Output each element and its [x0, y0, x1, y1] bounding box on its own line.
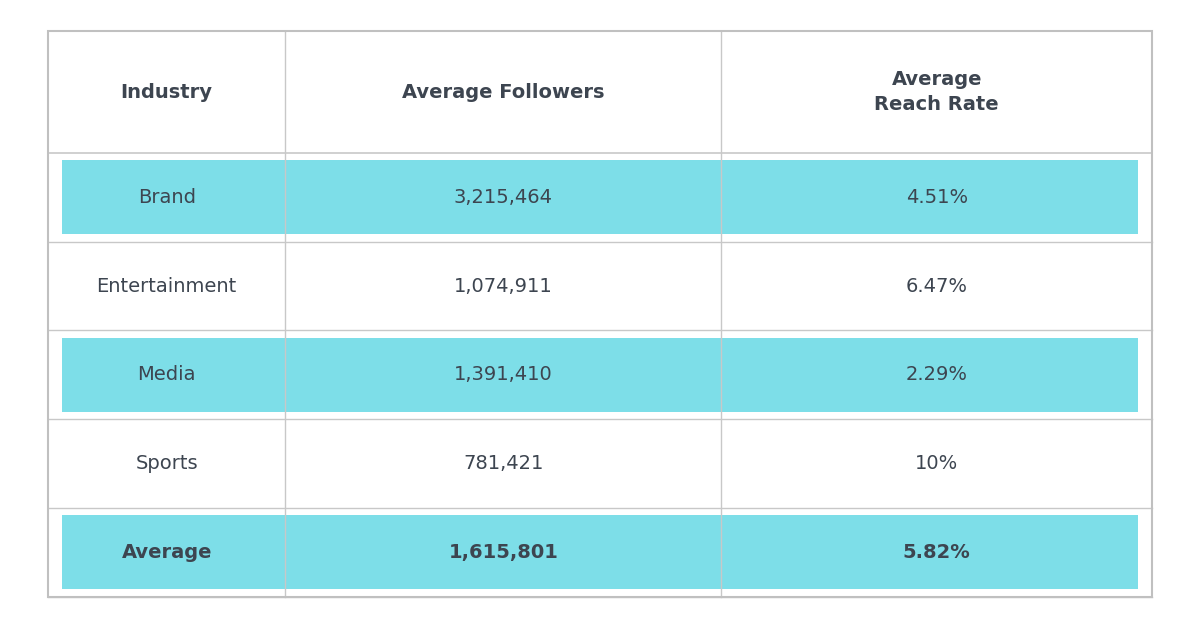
Text: Brand: Brand [138, 188, 196, 207]
Text: 1,391,410: 1,391,410 [454, 365, 553, 384]
Text: 781,421: 781,421 [463, 454, 544, 473]
Text: 6.47%: 6.47% [906, 276, 967, 296]
Bar [62, 516, 1138, 589]
Bar [62, 338, 1138, 411]
Text: 3,215,464: 3,215,464 [454, 188, 553, 207]
Text: Average Followers: Average Followers [402, 83, 605, 102]
Text: 4.51%: 4.51% [906, 188, 967, 207]
Bar [48, 31, 1152, 153]
Text: 10%: 10% [916, 454, 959, 473]
Bar [62, 161, 1138, 234]
Bar [48, 31, 1152, 597]
Text: Industry: Industry [121, 83, 212, 102]
Text: Media: Media [138, 365, 196, 384]
Text: Average: Average [121, 543, 212, 561]
Bar [62, 249, 1138, 323]
Text: 1,615,801: 1,615,801 [449, 543, 558, 561]
Text: Entertainment: Entertainment [96, 276, 236, 296]
Text: 1,074,911: 1,074,911 [454, 276, 553, 296]
Text: 5.82%: 5.82% [902, 543, 971, 561]
Bar [62, 426, 1138, 501]
Text: Sports: Sports [136, 454, 198, 473]
Text: 2.29%: 2.29% [906, 365, 967, 384]
Text: Average
Reach Rate: Average Reach Rate [875, 70, 1000, 114]
